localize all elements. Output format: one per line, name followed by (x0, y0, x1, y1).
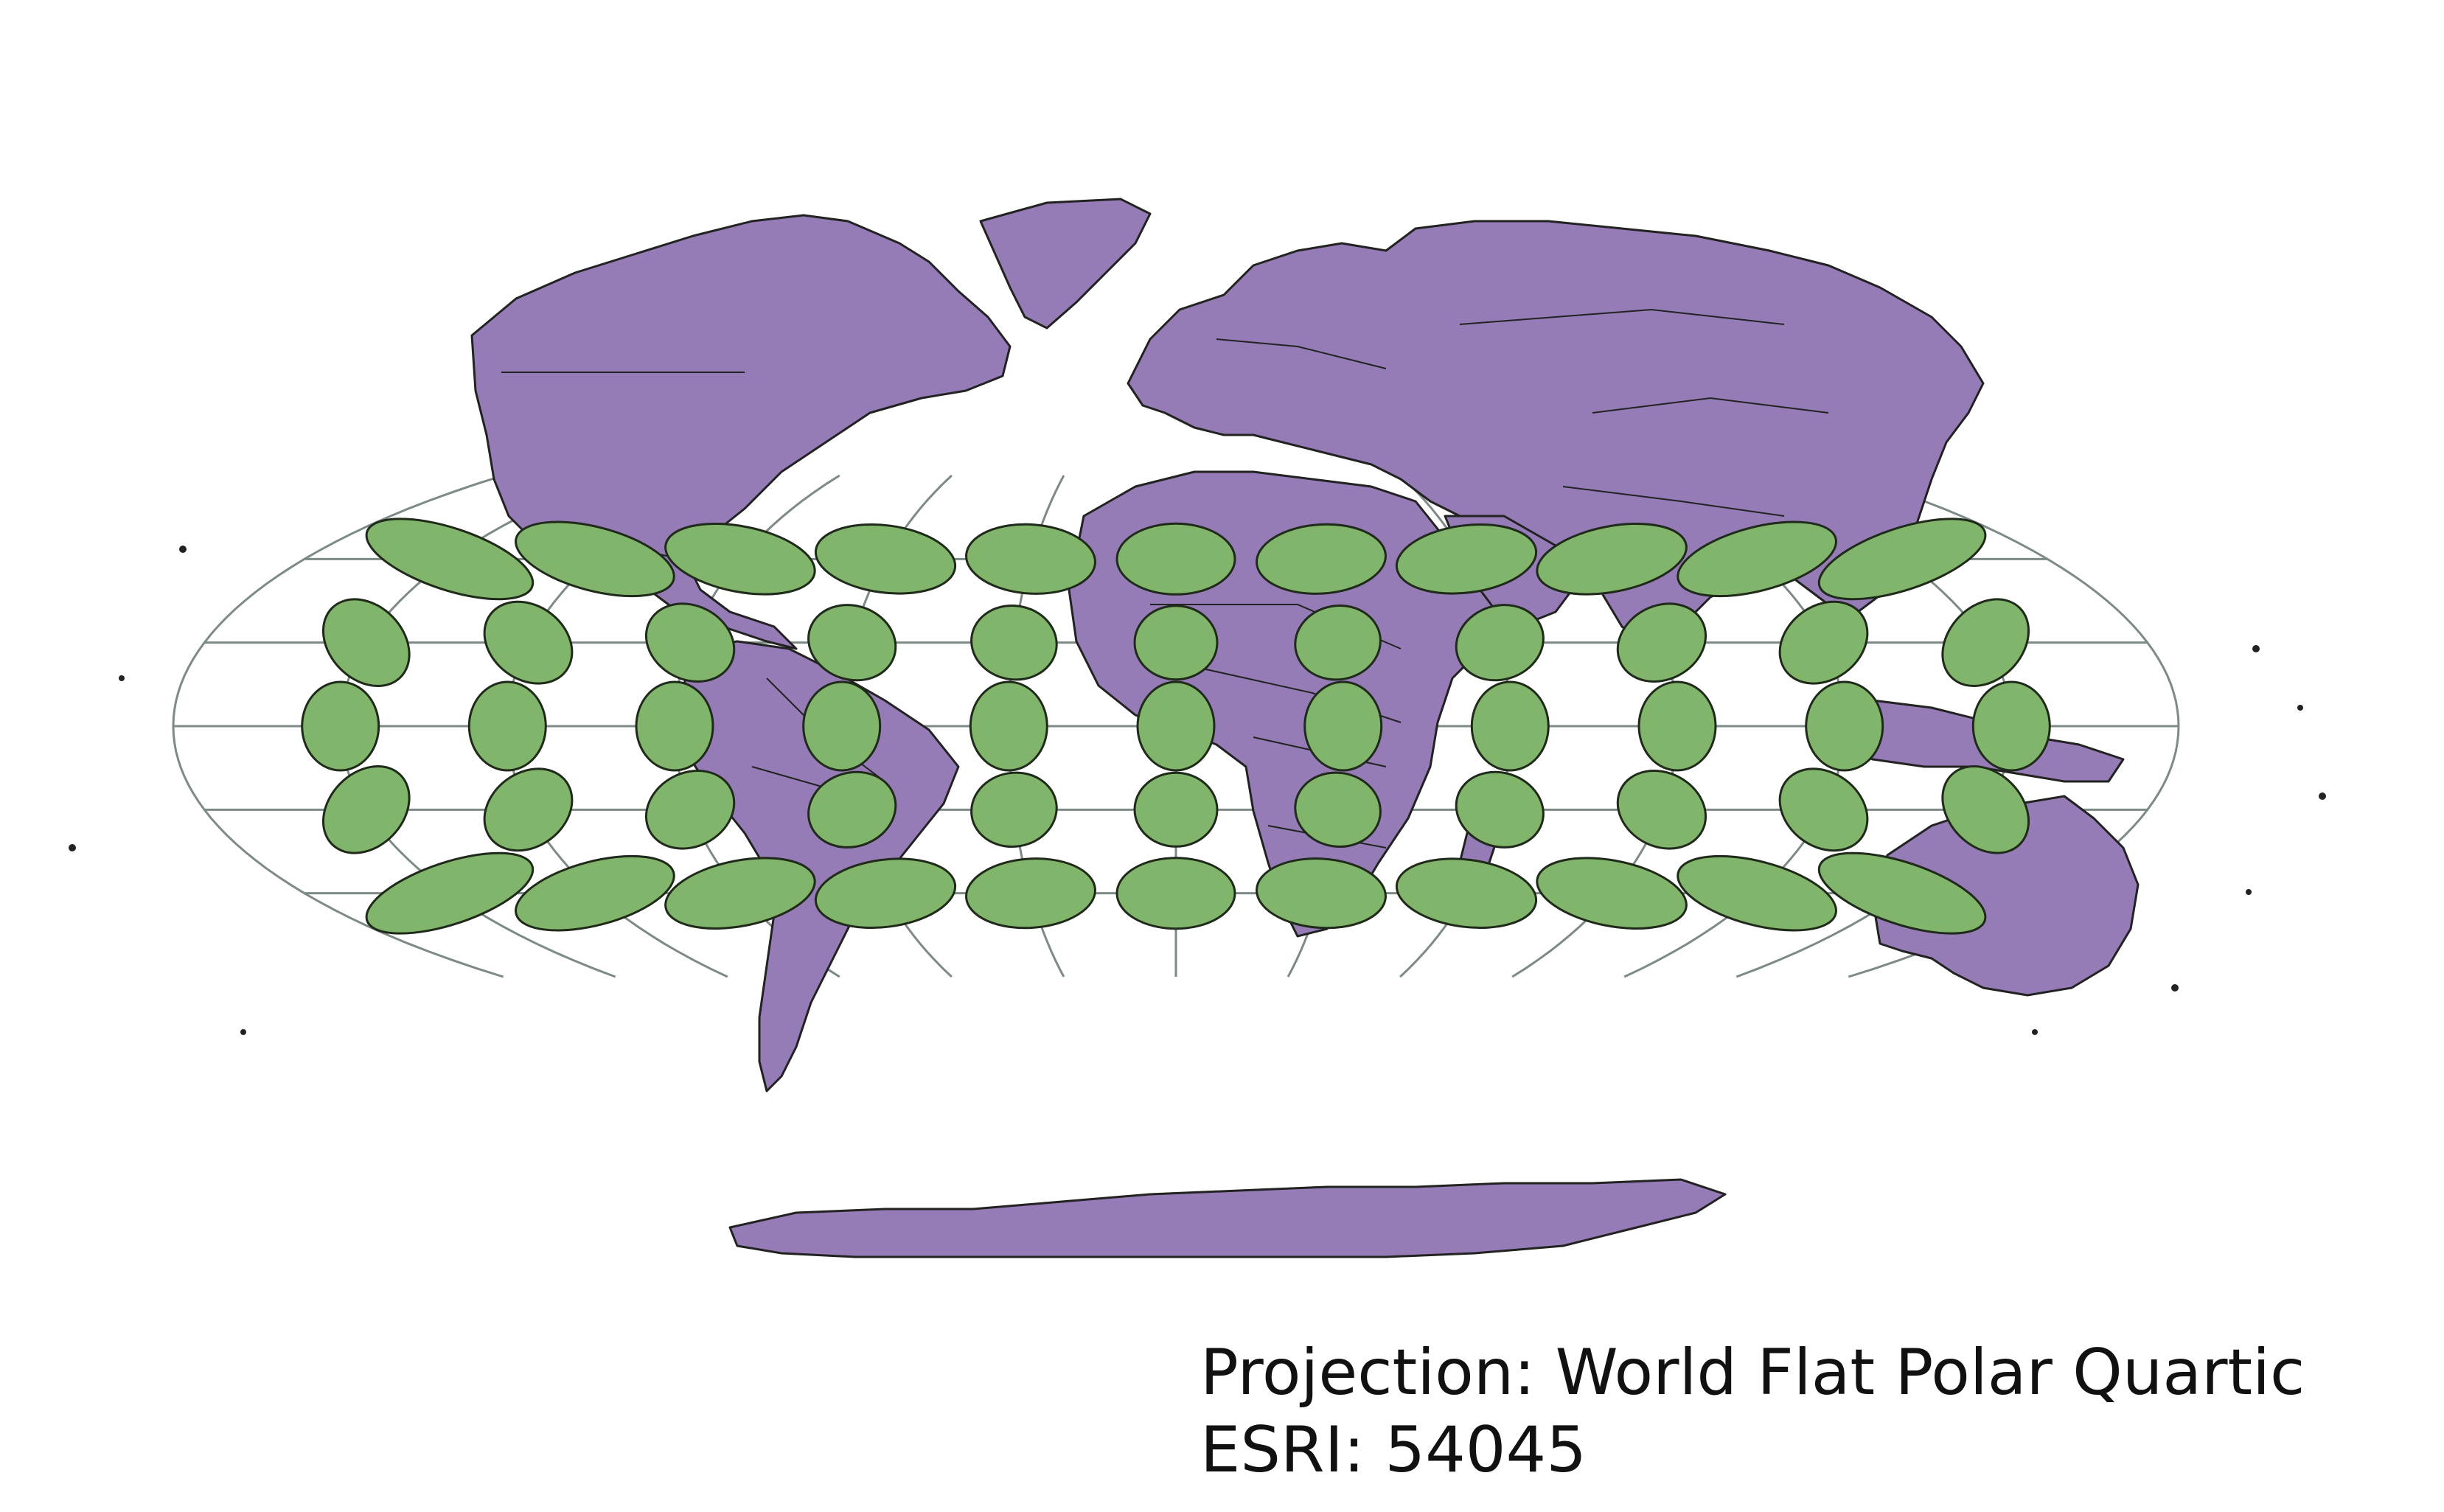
tissot-ellipse (1395, 857, 1538, 930)
tissot-ellipse (664, 857, 816, 930)
tissot-ellipse (1136, 680, 1216, 772)
tissot-ellipse (1115, 857, 1236, 930)
tissot-ellipse (1256, 857, 1387, 930)
tissot-ellipse (1817, 518, 1987, 601)
tissot-ellipse (1256, 523, 1387, 595)
tissot-ellipse (1294, 771, 1382, 849)
tissot-ellipse (1941, 598, 2030, 687)
tissot-ellipse (1115, 522, 1236, 596)
tissot-ellipse (1455, 770, 1545, 849)
tissot-ellipse (483, 600, 574, 685)
tissot-ellipse (321, 765, 411, 854)
tissot-ellipse (515, 854, 675, 932)
tissot-ellipse (1294, 604, 1382, 681)
tissot-ellipse (802, 680, 882, 772)
tissot-ellipse (965, 857, 1096, 930)
tissot-ellipse (969, 680, 1048, 772)
antarctica (728, 1178, 1727, 1258)
tissot-ellipse (1303, 680, 1383, 772)
tissot-ellipse (1778, 600, 1869, 685)
tissot-ellipse (807, 604, 897, 682)
tissot-ellipse (970, 771, 1058, 849)
greenland (979, 198, 1152, 330)
tissot-ellipse (1455, 604, 1545, 682)
tissot-ellipse (365, 518, 535, 601)
tissot-ellipse (1536, 857, 1688, 930)
tissot-ellipse (1971, 680, 2051, 772)
tissot-ellipse (1133, 771, 1219, 848)
tissot-ellipse (483, 767, 574, 852)
tissot-ellipse (1817, 851, 1987, 935)
small-islands (69, 546, 2326, 1035)
tissot-ellipse (1778, 767, 1869, 852)
south-america (677, 640, 960, 1093)
tissot-ellipse (1133, 605, 1219, 681)
tissot-indicatrices (301, 518, 2051, 935)
tissot-ellipse (970, 604, 1058, 681)
tissot-ellipse (1616, 602, 1707, 683)
tissot-ellipse (1637, 680, 1717, 772)
tissot-ellipse (1470, 680, 1550, 772)
esri-code-label: ESRI: 54045 (1200, 1412, 1587, 1487)
tissot-ellipse (664, 523, 816, 596)
tissot-ellipse (1677, 854, 1837, 932)
tissot-ellipse (1536, 523, 1688, 596)
tissot-ellipse (635, 680, 714, 772)
map-caption: Projection: World Flat Polar Quartic ESR… (1200, 1334, 2305, 1489)
tissot-ellipse (644, 602, 736, 683)
tissot-ellipse (515, 520, 675, 598)
projection-label: Projection: World Flat Polar Quartic (1200, 1336, 2305, 1410)
tissot-ellipse (1805, 680, 1884, 772)
tissot-ellipse (814, 523, 957, 595)
tissot-ellipse (807, 770, 897, 849)
tissot-ellipse (301, 680, 380, 772)
tissot-ellipse (814, 857, 957, 930)
tissot-ellipse (467, 680, 547, 772)
tissot-ellipse (1395, 523, 1538, 595)
tissot-ellipse (644, 770, 736, 850)
southeast-asia-islands (1812, 699, 2125, 783)
tissot-ellipse (1616, 770, 1707, 850)
tissot-ellipse (321, 598, 411, 687)
tissot-ellipse (365, 851, 535, 935)
tissot-ellipse (1941, 765, 2030, 854)
tissot-ellipse (1677, 520, 1837, 598)
tissot-ellipse (965, 523, 1096, 595)
